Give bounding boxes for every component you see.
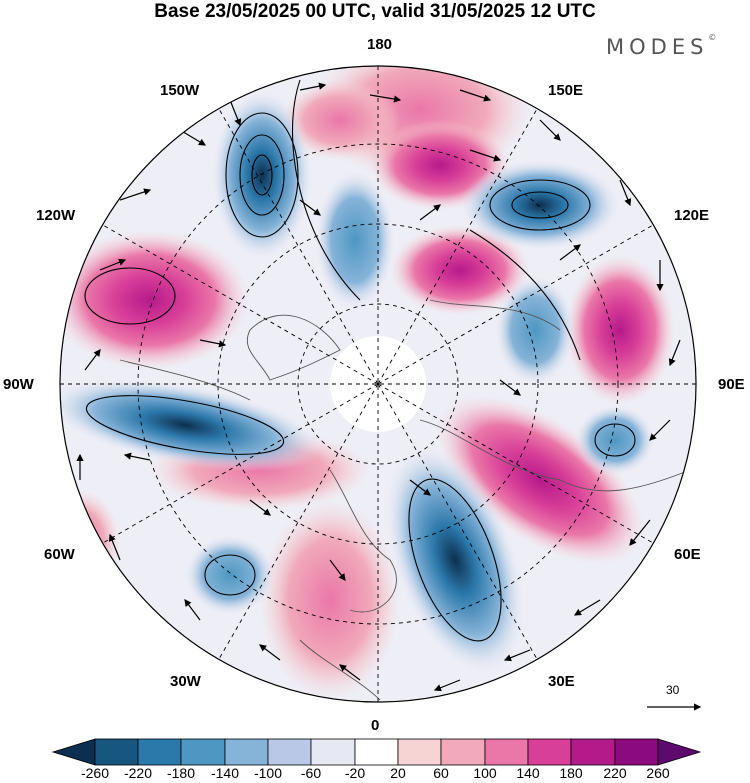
colorbar-cell-7 (354, 738, 399, 766)
colorbar-label: -260 (80, 765, 110, 781)
brand-name: MODES (606, 35, 709, 59)
colorbar-label: 180 (559, 765, 583, 781)
colorbar-cell-1 (94, 738, 139, 766)
colorbar-label: -140 (210, 765, 240, 781)
colorbar-label: 140 (516, 765, 540, 781)
wind-reference-value: 30 (666, 683, 680, 697)
lon-label-30w: 30W (170, 673, 201, 690)
lon-label-150w: 150W (160, 82, 200, 99)
colorbar-cell-10 (484, 738, 529, 766)
colorbar-cell-9 (440, 738, 486, 766)
colorbar-cell-13 (614, 738, 659, 766)
lon-label-60e: 60E (674, 546, 701, 563)
colorbar-label: 20 (390, 765, 406, 781)
colorbar-cell-5 (267, 738, 312, 766)
brand-mark: © (708, 33, 717, 42)
colorbar-cell-0 (51, 738, 96, 766)
colorbar-label: -180 (166, 765, 196, 781)
chart-title: Base 23/05/2025 00 UTC, valid 31/05/2025… (154, 1, 596, 22)
colorbar-label: -220 (123, 765, 153, 781)
colorbar-cell-3 (180, 738, 226, 766)
colorbar-label: -60 (300, 765, 322, 781)
lon-label-90e: 90E (718, 376, 745, 393)
colorbar-cell-11 (527, 738, 572, 766)
colorbar-cell-2 (137, 738, 182, 766)
colorbar-cell-6 (310, 738, 356, 766)
colorbar-cell-8 (397, 738, 442, 766)
lon-label-180: 180 (367, 36, 393, 53)
lon-label-90w: 90W (3, 376, 34, 393)
lon-label-0: 0 (371, 717, 380, 734)
colorbar-cell-14 (657, 738, 702, 766)
anomaly-field (60, 66, 696, 702)
modes-logo: MODES© (606, 33, 717, 59)
lon-label-120e: 120E (674, 207, 710, 224)
colorbar-cell-12 (570, 738, 616, 766)
lon-label-60w: 60W (44, 546, 75, 563)
lon-label-120w: 120W (36, 207, 76, 224)
lon-label-30e: 30E (548, 673, 575, 690)
colorbar-label: 100 (473, 765, 497, 781)
colorbar (51, 738, 702, 766)
map-boundary (59, 65, 697, 703)
colorbar-cell-4 (224, 738, 269, 766)
colorbar-label: -100 (253, 765, 283, 781)
colorbar-label: -20 (344, 765, 366, 781)
colorbar-label: 60 (433, 765, 449, 781)
colorbar-label: 220 (603, 765, 627, 781)
lon-label-150e: 150E (548, 82, 584, 99)
colorbar-label: 260 (646, 765, 670, 781)
